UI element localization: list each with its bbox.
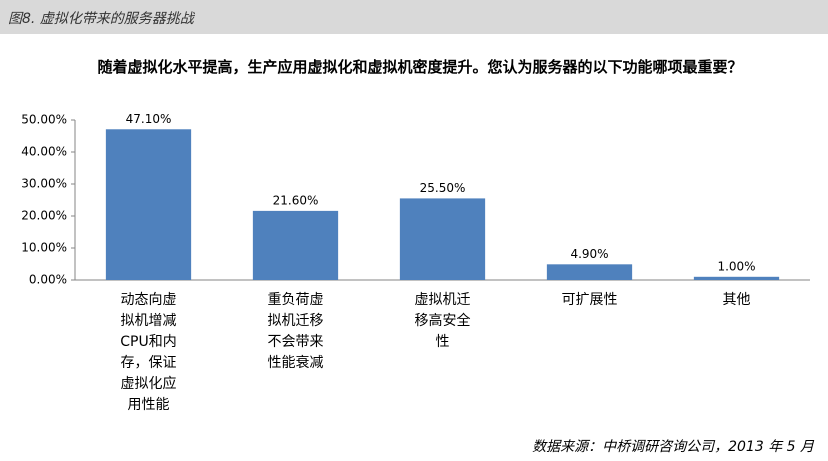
bar (105, 129, 192, 280)
x-tick-label: 虚拟机迁移高安全性 (414, 292, 471, 350)
data-label: 25.50% (420, 181, 466, 195)
bar (693, 276, 780, 280)
y-tick-label: 40.00% (21, 145, 67, 159)
y-tick-label: 10.00% (21, 241, 67, 255)
y-tick-label: 20.00% (21, 209, 67, 223)
x-tick-label: 其他 (722, 292, 751, 308)
bar (399, 198, 486, 280)
data-label: 4.90% (570, 247, 608, 261)
header: 图8. 虚拟化带来的服务器挑战 (0, 0, 828, 34)
x-tick-label: 动态向虚拟机增减CPU和内存，保证虚拟化应用性能 (120, 292, 177, 413)
source: 数据来源：中桥调研咨询公司，2013 年 5 月 (532, 439, 814, 455)
data-label: 21.60% (273, 193, 319, 207)
data-label: 1.00% (717, 259, 755, 273)
y-tick-label: 0.00% (29, 273, 67, 287)
header-title: 图8. 虚拟化带来的服务器挑战 (8, 11, 194, 27)
x-tick-label: 可扩展性 (561, 292, 618, 308)
y-tick-label: 30.00% (21, 177, 67, 191)
y-tick-label: 50.00% (21, 113, 67, 127)
x-tick-label: 重负荷虚拟机迁移不会带来性能衰减 (267, 292, 324, 371)
bar (546, 264, 633, 280)
data-label: 47.10% (126, 112, 172, 126)
chart-title: 随着虚拟化水平提高，生产应用虚拟化和虚拟机密度提升。您认为服务器的以下功能哪项最… (97, 58, 743, 76)
bar (252, 210, 339, 280)
